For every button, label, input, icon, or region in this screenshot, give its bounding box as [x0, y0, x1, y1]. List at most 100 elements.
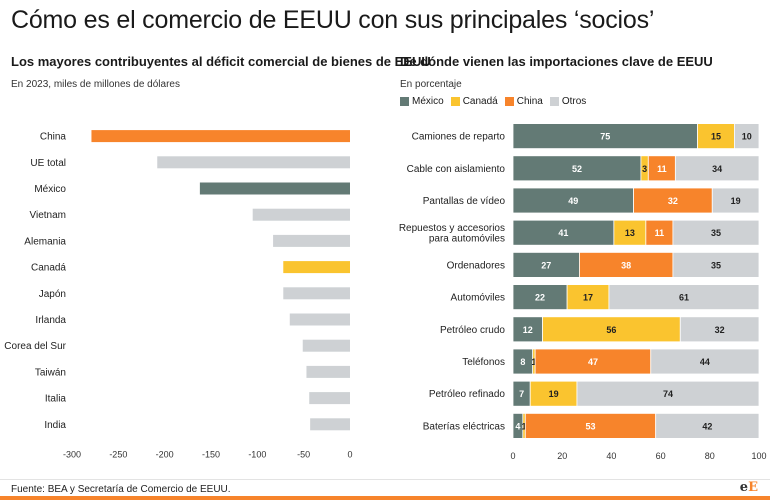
segment-otros — [650, 348, 760, 375]
segment-china — [647, 155, 676, 182]
x-tick-label: 40 — [606, 451, 616, 461]
logo-letter: e — [739, 480, 749, 495]
segment-china — [579, 251, 674, 278]
category-label: Italia — [45, 394, 67, 405]
value-label: 49 — [568, 196, 578, 206]
logo-letter-accent: E — [748, 480, 758, 495]
x-tick-label: 20 — [557, 451, 567, 461]
segment-otros — [674, 155, 760, 182]
bar-italia — [309, 392, 350, 405]
category-label: India — [44, 420, 66, 431]
value-label: 38 — [621, 260, 631, 270]
right-chart-title: De dónde vienen las importaciones clave … — [400, 54, 713, 69]
category-label: Petróleo refinado — [429, 389, 506, 400]
category-label: Alemania — [24, 236, 66, 247]
segment-mexico — [512, 251, 580, 278]
value-label: 32 — [668, 196, 678, 206]
x-tick-label: 0 — [347, 449, 352, 459]
value-label: 74 — [663, 389, 673, 399]
x-tick-label: -150 — [202, 449, 220, 459]
category-label: Teléfonos — [462, 357, 505, 368]
value-label: 44 — [700, 357, 710, 367]
footer-divider — [0, 479, 770, 480]
segment-mexico — [512, 123, 698, 149]
segment-otros — [672, 219, 760, 246]
value-label: 11 — [655, 228, 665, 238]
legend-label-china: China — [516, 96, 543, 107]
value-label: 19 — [549, 389, 559, 399]
value-label: 17 — [583, 293, 593, 303]
segment-canada — [697, 123, 735, 149]
value-label: 4 — [515, 421, 520, 431]
value-label: 42 — [702, 421, 712, 431]
value-label: 34 — [712, 164, 722, 174]
bar-corea-del-sur — [302, 339, 350, 352]
category-label: Baterías eléctricas — [423, 421, 505, 432]
segment-otros — [608, 284, 760, 311]
segment-mexico — [512, 284, 568, 311]
x-tick-label: 100 — [751, 451, 766, 461]
segment-china — [633, 187, 713, 214]
legend-swatch-otros — [549, 97, 559, 106]
segment-mexico — [512, 187, 634, 214]
value-label: 13 — [625, 228, 635, 238]
category-label: Japón — [39, 289, 66, 300]
value-label: 1 — [522, 421, 527, 431]
publisher-logo: eE — [740, 480, 758, 495]
segment-otros — [734, 123, 760, 149]
category-label: Cable con aislamiento — [407, 164, 506, 175]
category-label: UE total — [30, 158, 66, 169]
value-label: 19 — [731, 196, 741, 206]
legend-label-otros: Otros — [561, 96, 587, 107]
value-label: 1 — [531, 357, 536, 367]
value-label: 75 — [600, 132, 610, 142]
left-chart-subtitle: En 2023, miles de millones de dólares — [11, 79, 180, 90]
category-label: Petróleo crudo — [440, 325, 505, 336]
value-label: 8 — [520, 357, 525, 367]
x-tick-label: -50 — [297, 449, 310, 459]
segment-otros — [672, 251, 760, 278]
value-label: 61 — [679, 293, 689, 303]
value-label: 56 — [606, 325, 616, 335]
x-tick-label: 80 — [705, 451, 715, 461]
bar-méxico — [199, 182, 350, 195]
value-label: 52 — [572, 164, 582, 174]
legend-swatch-mexico — [400, 97, 409, 106]
segment-china — [524, 412, 657, 439]
segment-otros — [711, 187, 760, 214]
segment-canada — [566, 284, 610, 311]
segment-mexico — [512, 155, 642, 182]
category-label: Vietnam — [29, 210, 66, 221]
segment-otros — [679, 316, 760, 343]
value-label: 35 — [711, 228, 721, 238]
legend-label-canada: Canadá — [462, 96, 498, 107]
value-label: 12 — [523, 325, 533, 335]
bottom-accent-bar — [0, 496, 770, 500]
x-tick-label: -300 — [63, 449, 81, 459]
segment-china — [534, 348, 652, 375]
value-label: 27 — [541, 260, 551, 270]
value-label: 32 — [715, 325, 725, 335]
bar-china — [91, 130, 351, 143]
category-label: Camiones de reparto — [412, 132, 506, 143]
legend-item-canada: Canadá — [450, 96, 498, 107]
value-label: 35 — [711, 260, 721, 270]
category-label: Automóviles — [451, 293, 505, 304]
value-label: 41 — [558, 228, 568, 238]
x-tick-label: -100 — [248, 449, 266, 459]
category-label: Taiwán — [35, 367, 66, 378]
category-label: Repuestos y accesorios — [399, 223, 505, 234]
bar-ue-total — [157, 156, 350, 169]
legend-label-mexico: México — [412, 96, 444, 107]
category-label: Irlanda — [35, 315, 66, 326]
bar-vietnam — [252, 208, 350, 221]
bar-irlanda — [289, 313, 350, 326]
value-label: 53 — [585, 421, 595, 431]
legend: México Canadá China Otros — [400, 96, 593, 107]
category-label: Ordenadores — [447, 260, 505, 271]
bar-japón — [283, 287, 350, 300]
category-label: Corea del Sur — [4, 341, 66, 352]
page-title: Cómo es el comercio de EEUU con sus prin… — [11, 6, 655, 34]
x-tick-label: -200 — [156, 449, 174, 459]
value-label: 7 — [519, 389, 524, 399]
